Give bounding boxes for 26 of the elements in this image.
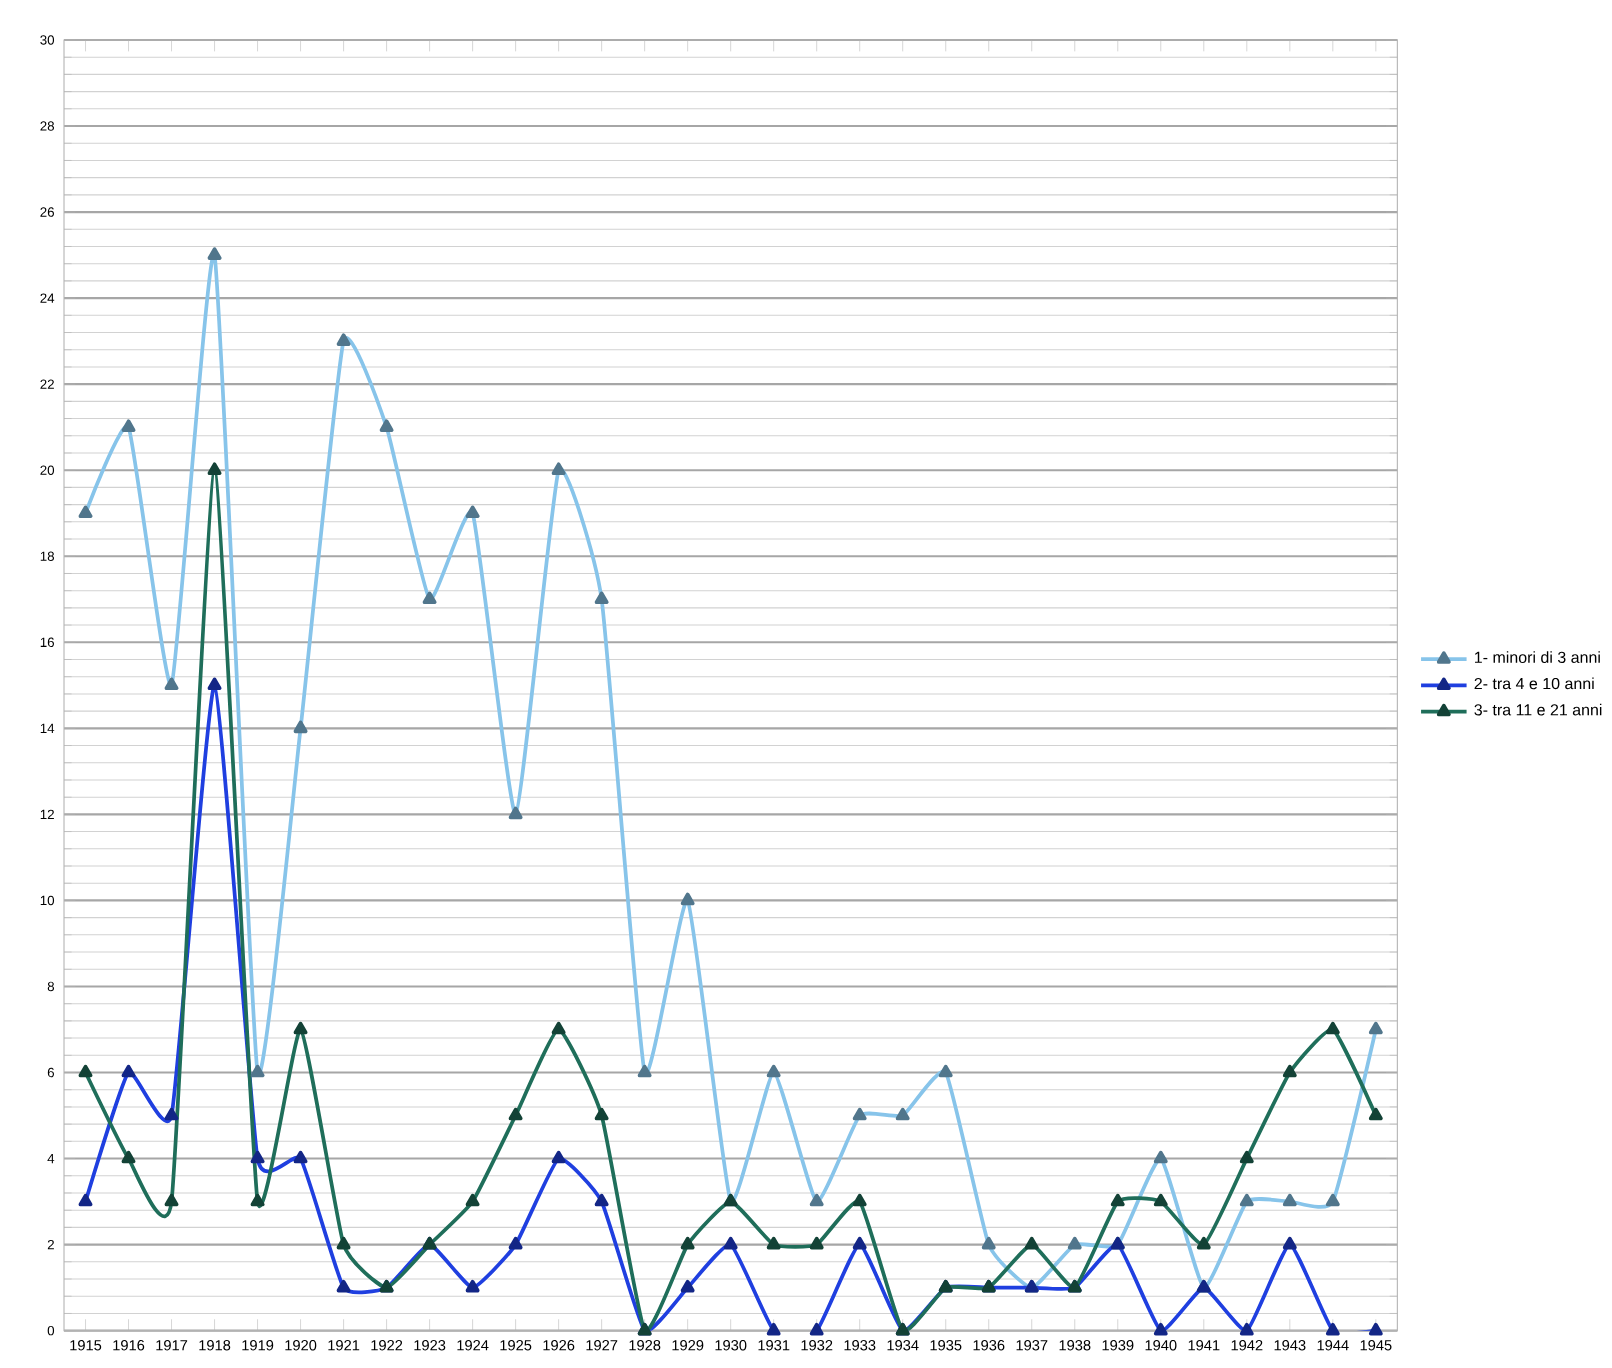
point — [121, 1150, 136, 1164]
legend-label: 3- tra 11 e 21 anni — [1474, 703, 1602, 716]
point — [1239, 1150, 1254, 1164]
point — [1024, 1236, 1039, 1250]
point — [1325, 1021, 1340, 1035]
point — [293, 1021, 308, 1035]
point — [250, 1193, 265, 1207]
point — [1196, 1236, 1211, 1250]
point — [164, 1193, 179, 1207]
point — [508, 1107, 523, 1121]
point — [1368, 1107, 1383, 1121]
point — [1282, 1064, 1297, 1078]
point — [465, 1193, 480, 1207]
legend-label: 1- minori di 3 anni — [1475, 651, 1600, 664]
point — [551, 1021, 566, 1035]
point — [207, 462, 222, 476]
point — [336, 1236, 351, 1250]
legend-label: 2- tra 4 e 10 anni — [1474, 677, 1594, 690]
point — [78, 1064, 93, 1078]
point — [680, 1236, 695, 1250]
point — [809, 1236, 824, 1250]
point — [1110, 1193, 1125, 1207]
point — [852, 1193, 867, 1207]
point — [1153, 1193, 1168, 1207]
point — [766, 1236, 781, 1250]
point — [594, 1107, 609, 1121]
